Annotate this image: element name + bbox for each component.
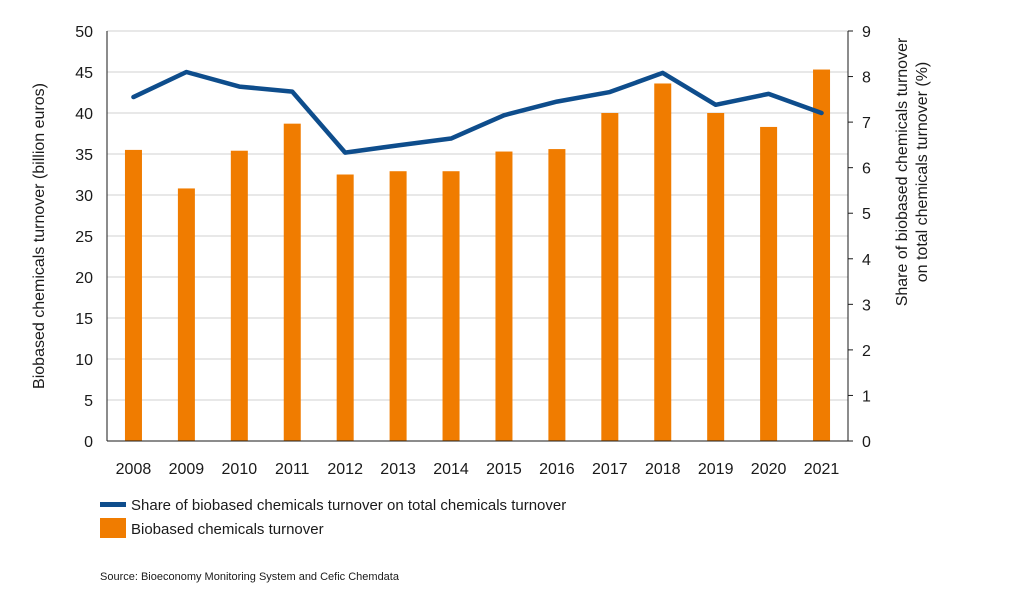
axes xyxy=(106,30,853,442)
bar xyxy=(177,188,195,441)
x-tick-label: 2017 xyxy=(592,461,628,478)
y-left-tick-label: 45 xyxy=(75,65,93,82)
y-left-tick-label: 10 xyxy=(75,352,93,369)
series-line xyxy=(131,69,824,155)
bar xyxy=(230,150,248,441)
line-series xyxy=(131,69,824,155)
bar xyxy=(336,174,354,441)
x-tick-label: 2018 xyxy=(645,461,681,478)
x-tick-label: 2008 xyxy=(116,461,152,478)
y-right-tick-label: 1 xyxy=(862,388,871,405)
source-note: Source: Bioeconomy Monitoring System and… xyxy=(100,571,400,583)
x-tick-label: 2015 xyxy=(486,461,522,478)
bar xyxy=(760,126,778,441)
y-left-tick-label: 15 xyxy=(75,311,93,328)
x-tick-label: 2013 xyxy=(380,461,416,478)
y-right-tick-label: 2 xyxy=(862,343,871,360)
legend-bar-label: Biobased chemicals turnover xyxy=(131,521,324,538)
legend-item-line: Share of biobased chemicals turnover on … xyxy=(100,497,566,514)
x-tick-label: 2011 xyxy=(275,461,310,478)
legend-line-swatch xyxy=(100,502,126,507)
y-right-tick-label: 6 xyxy=(862,161,871,178)
y-right-axis-title-line-2: on total chemicals turnover (%) xyxy=(914,62,931,283)
bar xyxy=(442,171,460,441)
y-left-tick-label: 5 xyxy=(84,393,93,410)
gridlines xyxy=(107,30,848,401)
x-tick-label: 2010 xyxy=(222,461,258,478)
y-left-tick-label: 20 xyxy=(75,270,93,287)
bar xyxy=(654,83,672,441)
x-tick-label: 2020 xyxy=(751,461,787,478)
x-tick-label: 2012 xyxy=(327,461,363,478)
x-tick-label: 2016 xyxy=(539,461,575,478)
bar xyxy=(601,113,619,441)
y-right-tick-label: 4 xyxy=(862,252,871,269)
y-left-tick-label: 35 xyxy=(75,147,93,164)
legend-item-bar: Biobased chemicals turnover xyxy=(100,518,324,538)
y-right-axis-title-line-1: Share of biobased chemicals turnover xyxy=(894,37,911,306)
bar xyxy=(707,113,725,441)
bar xyxy=(495,151,513,442)
bar-series xyxy=(124,69,831,442)
x-tick-label: 2009 xyxy=(169,461,205,478)
y-right-tick-label: 0 xyxy=(862,434,871,451)
y-right-tick-label: 3 xyxy=(862,297,871,314)
legend-bar-swatch xyxy=(100,518,126,538)
x-tick-label: 2021 xyxy=(804,461,840,478)
y-left-tick-label: 25 xyxy=(75,229,93,246)
bar xyxy=(124,149,142,441)
y-right-tick-label: 5 xyxy=(862,206,871,223)
y-left-axis-title: Biobased chemicals turnover (billion eur… xyxy=(31,83,48,389)
bar xyxy=(283,123,301,441)
legend: Share of biobased chemicals turnover on … xyxy=(100,497,566,538)
y-left-tick-label: 40 xyxy=(75,106,93,123)
y-right-axis-title: Share of biobased chemicals turnover on … xyxy=(894,37,931,306)
bar xyxy=(813,69,831,441)
x-tick-label: 2014 xyxy=(433,461,469,478)
y-left-tick-label: 0 xyxy=(84,434,93,451)
legend-line-label: Share of biobased chemicals turnover on … xyxy=(131,497,566,514)
bar xyxy=(548,149,566,441)
y-left-tick-label: 30 xyxy=(75,188,93,205)
y-right-tick-label: 9 xyxy=(862,24,871,41)
y-right-tick-label: 8 xyxy=(862,70,871,87)
x-tick-label: 2019 xyxy=(698,461,734,478)
y-right-tick-label: 7 xyxy=(862,115,871,132)
bar xyxy=(389,171,407,441)
y-left-tick-label: 50 xyxy=(75,24,93,41)
